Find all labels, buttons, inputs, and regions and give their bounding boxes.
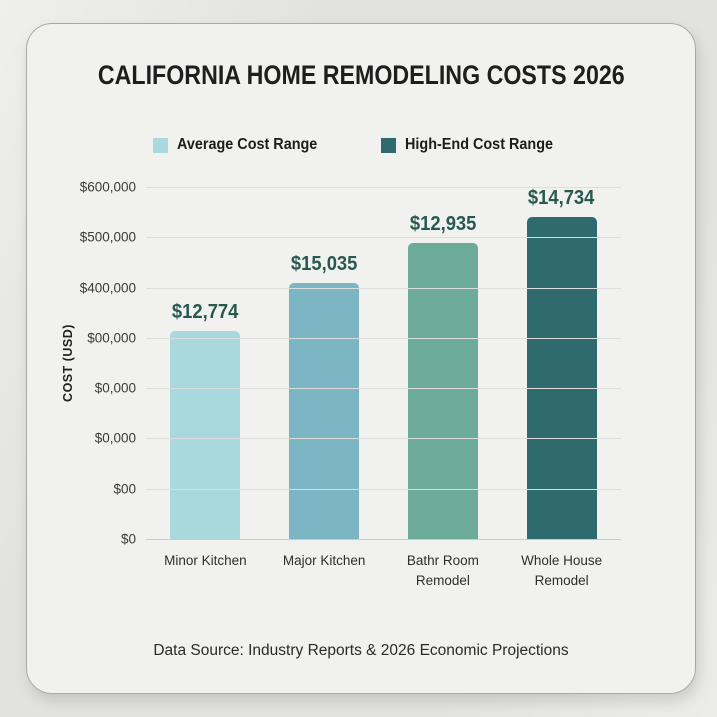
- chart-title: CALIFORNIA HOME REMODELING COSTS 2026: [27, 60, 695, 91]
- bar: [526, 217, 597, 539]
- x-category-label: Minor Kitchen: [164, 553, 247, 568]
- y-axis-title: COST (USD): [61, 324, 75, 402]
- y-tick-label: $00,000: [87, 330, 136, 346]
- y-tick-label: $500,000: [79, 229, 136, 245]
- gridline: [146, 287, 621, 289]
- bar-value-label: $12,935: [409, 212, 477, 235]
- y-tick-label: $0: [120, 531, 136, 547]
- x-category-label: Whole House Remodel: [521, 553, 603, 589]
- bar-slot: $14,734: [502, 187, 621, 539]
- legend-swatch: [152, 137, 168, 153]
- chart-title-text: CALIFORNIA HOME REMODELING COSTS 2026: [97, 60, 625, 90]
- bars-row: $12,774 $15,035 $12,935 $14,734: [146, 187, 621, 539]
- gridline: [146, 187, 621, 188]
- bar-slot: $12,935: [384, 187, 503, 539]
- y-tick-label: $400,000: [79, 280, 136, 296]
- legend-label-average: Average Cost Range: [176, 136, 318, 153]
- gridline: [146, 337, 621, 339]
- gridline: [146, 488, 621, 490]
- legend-item-highend: High-End Cost Range: [380, 136, 569, 154]
- legend-label-highend: High-End Cost Range: [404, 136, 553, 153]
- bar-slot: $15,035: [265, 187, 384, 539]
- bar-value-label: $15,035: [290, 253, 358, 276]
- y-tick-label: $0,000: [94, 380, 136, 396]
- legend-item-average: Average Cost Range: [152, 136, 333, 154]
- bar: [289, 283, 360, 539]
- infographic-card: CALIFORNIA HOME REMODELING COSTS 2026 Av…: [26, 23, 696, 694]
- gridline: [146, 438, 621, 440]
- data-source-note: Data Source: Industry Reports & 2026 Eco…: [153, 642, 569, 659]
- gridline: [146, 237, 621, 239]
- y-tick-label: $0,000: [94, 430, 136, 446]
- x-category-label: Bathr Room Remodel: [406, 553, 479, 589]
- x-category-label: Major Kitchen: [282, 553, 366, 568]
- y-tick-label: $00: [113, 481, 136, 497]
- gridline: [146, 539, 621, 540]
- x-axis-labels: Minor Kitchen Major Kitchen Bathr Room Rem…: [146, 551, 621, 592]
- gridline: [146, 388, 621, 390]
- bar-slot: $12,774: [146, 187, 265, 539]
- chart-legend: Average Cost Range High-End Cost Range: [27, 136, 695, 154]
- y-tick-label: $600,000: [79, 179, 136, 195]
- legend-swatch: [380, 137, 396, 153]
- bar-value-label: $14,734: [528, 187, 595, 209]
- bar: [170, 330, 241, 539]
- bar-value-label: $12,774: [172, 300, 239, 323]
- plot-area: $12,774 $15,035 $12,935 $14,734 $600,000 $50…: [80, 180, 621, 547]
